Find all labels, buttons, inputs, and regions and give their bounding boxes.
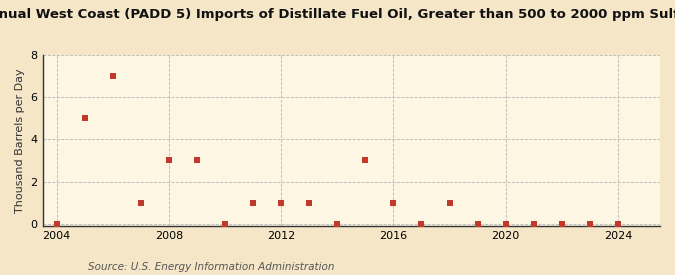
Point — [79, 116, 90, 120]
Y-axis label: Thousand Barrels per Day: Thousand Barrels per Day — [15, 68, 25, 213]
Point — [275, 200, 286, 205]
Text: Source: U.S. Energy Information Administration: Source: U.S. Energy Information Administ… — [88, 262, 334, 272]
Text: Annual West Coast (PADD 5) Imports of Distillate Fuel Oil, Greater than 500 to 2: Annual West Coast (PADD 5) Imports of Di… — [0, 8, 675, 21]
Point — [444, 200, 455, 205]
Point — [332, 222, 343, 226]
Point — [388, 200, 399, 205]
Point — [500, 222, 511, 226]
Point — [585, 222, 595, 226]
Point — [472, 222, 483, 226]
Point — [51, 222, 62, 226]
Point — [529, 222, 539, 226]
Point — [304, 200, 315, 205]
Point — [612, 222, 623, 226]
Point — [556, 222, 567, 226]
Point — [219, 222, 230, 226]
Point — [416, 222, 427, 226]
Point — [248, 200, 259, 205]
Point — [192, 158, 202, 163]
Point — [107, 74, 118, 78]
Point — [360, 158, 371, 163]
Point — [163, 158, 174, 163]
Point — [136, 200, 146, 205]
